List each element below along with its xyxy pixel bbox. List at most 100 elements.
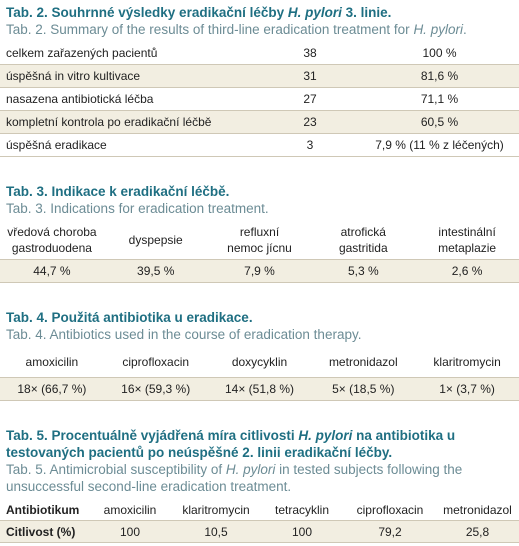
title-cz-part: Tab. 2. Souhrnné výsledky eradikační léč… [6, 5, 288, 20]
header-cell: ciprofloxacin [356, 502, 424, 517]
table-cell: 27 [303, 92, 317, 106]
header-line: ciprofloxacin [122, 355, 190, 369]
header-row: vředová choroba gastroduodena dyspepsie ref… [0, 221, 519, 260]
title-cz-part: Tab. 4. Použitá antibiotika u eradikace. [6, 310, 253, 325]
header-cell: intestinální metaplazie [415, 224, 519, 256]
table-cell: 71,1 % [420, 92, 459, 106]
header-row: amoxicilin ciprofloxacin doxycyklin metroni… [0, 347, 519, 378]
title-en-part: Tab. 5. Antimicrobial susceptibility of [6, 462, 226, 477]
value-row: Citlivost (%) 100 10,5 100 79,2 25,8 [0, 521, 519, 543]
header-line: metaplazie [438, 241, 497, 255]
table-section: Tab. 4. Použitá antibiotika u eradikace.… [0, 305, 519, 401]
title-en-part: . [462, 22, 467, 37]
table-cell: 60,5 % [420, 115, 459, 129]
header-cell: vředová choroba gastroduodena [0, 224, 104, 256]
table-row: úspěšná in vitro kultivace 31 81,6 % [0, 65, 519, 88]
title-cz: Tab. 4. Použitá antibiotika u eradikace. [0, 305, 519, 326]
value-cell: 18× (66,7 %) [17, 382, 87, 396]
title-en-part: Tab. 4. Antibiotics used in the course o… [6, 327, 362, 342]
title-cz-part: na antibiotika u testovaných pacientů po… [6, 428, 456, 460]
value-cell: 25,8 [465, 524, 490, 539]
title-cz-part: Tab. 5. Procentuálně vyjádřená míra citl… [6, 428, 299, 443]
value-cell: 5,3 % [347, 264, 379, 278]
header-line: klaritromycin [433, 355, 501, 369]
table-row: celkem zařazených pacientů 38 100 % [0, 42, 519, 65]
table-cell: celkem zařazených pacientů [6, 46, 158, 60]
header-line: gastroduodena [11, 241, 92, 255]
table-cell: úspěšná in vitro kultivace [6, 69, 141, 83]
value-cell: 79,2 [378, 524, 402, 539]
value-cell: 39,5 % [137, 264, 175, 278]
value-cell: Citlivost (%) [6, 524, 76, 539]
header-line: vředová choroba [7, 225, 97, 239]
table-section: Tab. 3. Indikace k eradikační léčbě. Tab.… [0, 179, 519, 283]
value-cell: 5× (18,5 %) [332, 382, 395, 396]
title-cz: Tab. 2. Souhrnné výsledky eradikační léč… [0, 0, 519, 21]
header-line: amoxicilin [25, 355, 79, 369]
title-en-part: H. pylori [413, 22, 463, 37]
value-cell: 100 [291, 524, 313, 539]
header-cell: atrofická gastritida [311, 224, 415, 256]
title-en-part: H. pylori [225, 462, 276, 477]
header-cell: amoxicilin [103, 502, 157, 517]
header-cell: metronidazol [443, 502, 512, 517]
title-cz-part: 3. linie. [341, 5, 392, 20]
table-cell: kompletní kontrola po eradikační léčbě [6, 115, 212, 129]
header-cell: metronidazol [311, 354, 415, 370]
value-row: 18× (66,7 %) 16× (59,3 %) 14× (51,8 %) 5× (… [0, 378, 519, 401]
title-cz-part: Tab. 3. Indikace k eradikační léčbě. [6, 184, 230, 199]
table-cell: úspěšná eradikace [6, 138, 107, 152]
table-cell: 7,9 % (11 % z léčených) [375, 138, 504, 152]
table-section: Tab. 2. Souhrnné výsledky eradikační léč… [0, 0, 519, 157]
table-cell: 38 [303, 46, 317, 60]
table-section: Tab. 5. Procentuálně vyjádřená míra citl… [0, 423, 519, 543]
title-cz-part: H. pylori [298, 428, 353, 443]
title-cz-part: H. pylori [287, 5, 342, 20]
table-row: kompletní kontrola po eradikační léčbě 23… [0, 111, 519, 134]
table-cell: 23 [303, 115, 317, 129]
title-en: Tab. 3. Indications for eradication trea… [0, 200, 519, 221]
header-cell: dyspepsie [104, 232, 208, 248]
header-line: doxycyklin [231, 355, 288, 369]
value-cell: 2,6 % [451, 264, 483, 278]
table-cell: 3 [306, 138, 314, 152]
title-en-part: Tab. 2. Summary of the results of third-… [6, 22, 414, 37]
table-row: nasazena antibiotická léčba 27 71,1 % [0, 88, 519, 111]
title-en-part: in tested subjects following the unsucce… [6, 462, 463, 494]
title-cz: Tab. 3. Indikace k eradikační léčbě. [0, 179, 519, 200]
table-cell: 100 % [422, 46, 457, 60]
value-cell: 7,9 % [244, 264, 275, 278]
title-en: Tab. 5. Antimicrobial susceptibility of … [0, 461, 519, 499]
header-cell: amoxicilin [0, 354, 104, 370]
header-line: nemoc jícnu [227, 241, 292, 255]
header-cell: klaritromycin [182, 502, 250, 517]
header-cell: refluxní nemoc jícnu [208, 224, 312, 256]
header-cell: doxycyklin [208, 354, 312, 370]
value-cell: 100 [119, 524, 141, 539]
table-cell: 31 [303, 69, 317, 83]
table-cell: 81,6 % [420, 69, 459, 83]
table-row: úspěšná eradikace 3 7,9 % (11 % z léčených… [0, 134, 519, 157]
title-en: Tab. 4. Antibiotics used in the course o… [0, 326, 519, 347]
title-en: Tab. 2. Summary of the results of third-… [0, 21, 519, 42]
header-cell: ciprofloxacin [104, 354, 208, 370]
header-cell: klaritromycin [415, 354, 519, 370]
title-en-part: Tab. 3. Indications for eradication trea… [6, 201, 269, 216]
value-cell: 1× (3,7 %) [439, 382, 495, 396]
header-line: metronidazol [328, 355, 398, 369]
value-cell: 44,7 % [33, 264, 71, 278]
value-cell: 10,5 [204, 524, 228, 539]
value-cell: 16× (59,3 %) [121, 382, 191, 396]
header-line: intestinální [438, 225, 496, 239]
header-line: gastritida [338, 241, 388, 255]
value-cell: 14× (51,8 %) [224, 382, 295, 396]
header-line: dyspepsie [128, 233, 183, 247]
header-row: Antibiotikum amoxicilin klaritromycin tetra… [0, 499, 519, 521]
header-cell: Antibiotikum [6, 502, 80, 517]
header-line: atrofická [340, 225, 386, 239]
value-row: 44,7 % 39,5 % 7,9 % 5,3 % 2,6 % [0, 260, 519, 283]
header-line: refluxní [239, 225, 280, 239]
header-cell: tetracyklin [274, 502, 330, 517]
